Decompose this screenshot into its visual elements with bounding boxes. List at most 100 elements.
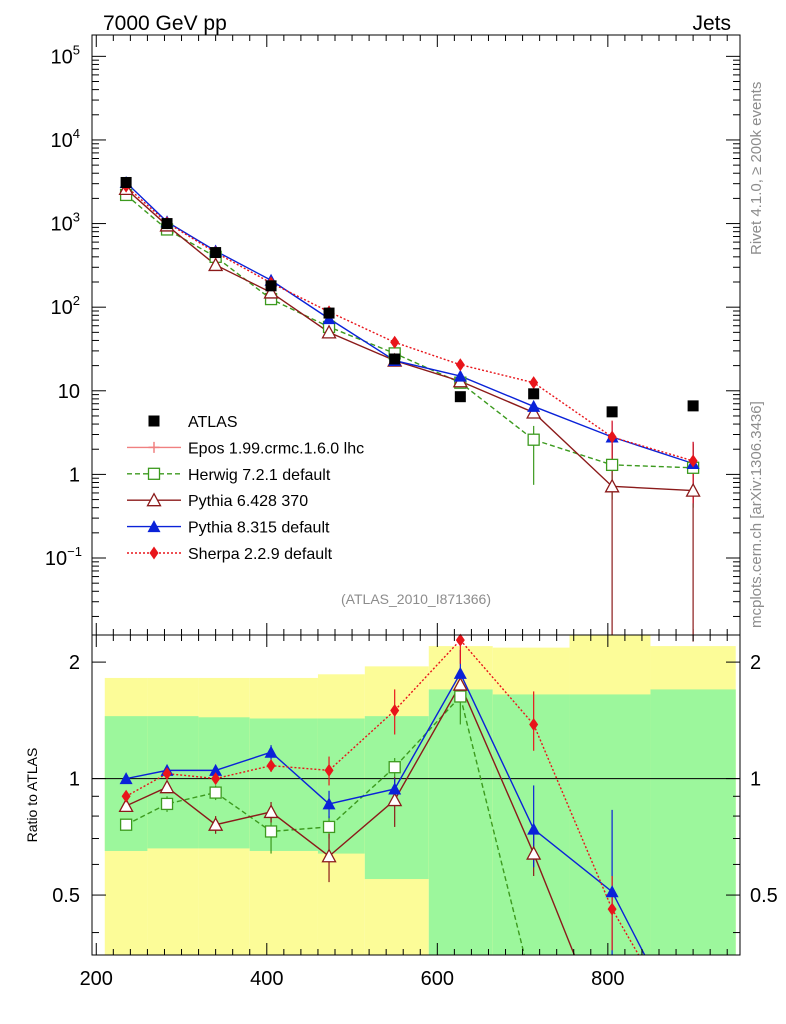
point-atlas-data: [210, 247, 222, 259]
ratio-series-markers: [118, 633, 619, 916]
band-inner: [650, 689, 736, 955]
ratio-point-pythia-8-315-default: [264, 745, 278, 758]
ratio-point-pythia-8-315-default: [527, 822, 541, 835]
legend-marker: [147, 467, 161, 480]
point-pythia-6-428-370: [604, 478, 620, 493]
analysis-id-label: (ATLAS_2010_I871366): [341, 591, 491, 607]
ratio-point-sherpa-2-2-9-default: [455, 633, 465, 647]
main-series-markers: [118, 175, 701, 497]
point-pythia-6-428-370: [321, 324, 337, 339]
legend-entry-epos-1-99-crmc-1-6-0-lhc: Epos 1.99.crmc.1.6.0 lhc: [127, 440, 364, 457]
ratio-point-sherpa-2-2-9-default: [529, 717, 539, 731]
legend-entry-sherpa-2-2-9-default: Sherpa 2.2.9 default: [127, 546, 333, 563]
legend-label: Pythia 6.428 370: [188, 493, 308, 510]
legend-label: Sherpa 2.2.9 default: [188, 546, 333, 563]
point-atlas-data: [323, 307, 335, 319]
legend: ATLAS Epos 1.99.crmc.1.6.0 lhc Herwig 7.2.…: [127, 414, 364, 563]
point-pythia-6-428-370: [208, 257, 224, 272]
ratio-y-axis-label: Ratio to ATLAS: [24, 748, 40, 843]
ratio-y-tick-label-right: 1: [750, 769, 761, 791]
ratio-point-pythia-8-315-default: [322, 797, 336, 810]
point-sherpa-2-2-9-default: [529, 376, 539, 390]
line-pythia-6-428-370: [125, 188, 694, 492]
legend-marker: [149, 546, 159, 560]
ratio-y-tick-label: 0.5: [52, 885, 80, 907]
line-sherpa-2-2-9-default: [125, 185, 694, 462]
ratio-point-herwig-7-2-1-default: [454, 690, 467, 703]
x-tick-label: 200: [80, 968, 113, 990]
ratio-point-herwig-7-2-1-default: [264, 825, 278, 838]
ratio-point-pythia-8-315-default: [605, 885, 619, 898]
point-atlas-data: [528, 388, 540, 400]
x-tick-label: 600: [421, 968, 454, 990]
ratio-y-tick-label: 1: [69, 769, 80, 791]
ratio-point-pythia-6-428-370: [263, 804, 279, 819]
point-atlas-data: [606, 406, 618, 418]
band-inner: [569, 694, 651, 955]
band-inner: [198, 717, 250, 849]
point-sherpa-2-2-9-default: [688, 454, 698, 468]
point-sherpa-2-2-9-default: [607, 430, 617, 444]
ratio-point-herwig-7-2-1-default: [160, 797, 174, 811]
ratio-point-pythia-8-315-default: [388, 782, 402, 795]
ratio-point-herwig-7-2-1-default: [119, 818, 133, 831]
ratio-axes: 2 2 1 1 0.5 0.5 200 400 600 800: [52, 635, 778, 990]
point-pythia-8-315-default: [527, 399, 541, 412]
y-tick-label: 105: [51, 42, 80, 68]
y-tick-label: 10: [58, 381, 80, 403]
point-pythia-6-428-370: [263, 284, 279, 299]
ratio-point-sherpa-2-2-9-default: [121, 789, 131, 803]
ratio-point-pythia-6-428-370: [208, 816, 224, 831]
point-atlas-data: [454, 391, 466, 403]
ratio-point-herwig-7-2-1-default: [322, 820, 336, 834]
point-atlas-data: [161, 218, 173, 230]
ratio-point-sherpa-2-2-9-default: [211, 772, 221, 786]
band-inner: [317, 718, 365, 854]
point-herwig-7-2-1-default: [527, 433, 540, 446]
y-tick-label: 104: [51, 126, 80, 152]
legend-label: Epos 1.99.crmc.1.6.0 lhc: [188, 440, 364, 457]
ratio-point-pythia-6-428-370: [159, 779, 175, 794]
ratio-y-tick-label-right: 2: [750, 652, 761, 674]
ratio-point-pythia-6-428-370: [526, 845, 542, 860]
point-atlas-data: [120, 176, 132, 188]
ratio-line-pythia-8-315-default: [125, 671, 646, 955]
legend-label: Herwig 7.2.1 default: [188, 467, 331, 484]
point-sherpa-2-2-9-default: [390, 335, 400, 349]
y-tick-label: 1: [69, 464, 80, 486]
band-inner: [147, 716, 199, 849]
ratio-point-pythia-8-315-default: [209, 763, 223, 776]
point-pythia-6-428-370: [526, 404, 542, 419]
rivet-version-label: Rivet 4.1.0, ≥ 200k events: [748, 82, 765, 255]
point-pythia-8-315-default: [453, 369, 467, 382]
ratio-point-herwig-7-2-1-default: [209, 786, 222, 799]
y-tick-label: 10−1: [45, 544, 82, 570]
ratio-point-herwig-7-2-1-default: [388, 761, 401, 774]
header-jets-label: Jets: [692, 12, 731, 35]
legend-label: ATLAS: [188, 414, 238, 431]
header-energy-label: 7000 GeV pp: [103, 12, 227, 35]
ratio-line-herwig-7-2-1-default: [125, 695, 526, 955]
ratio-point-sherpa-2-2-9-default: [390, 703, 400, 717]
point-atlas-data: [389, 353, 401, 365]
mcplots-reference-label: mcplots.cern.ch [arXiv:1306.3436]: [748, 401, 765, 628]
legend-entry-pythia-6-428-370: Pythia 6.428 370: [127, 492, 308, 510]
y-tick-label: 103: [51, 210, 80, 236]
line-pythia-8-315-default: [125, 181, 694, 465]
ratio-point-pythia-6-428-370: [321, 848, 337, 863]
point-atlas-data: [687, 400, 699, 412]
ratio-point-pythia-6-428-370: [452, 676, 468, 691]
legend-entry-pythia-8-315-default: Pythia 8.315 default: [127, 520, 330, 537]
ratio-plot-panel: 2 2 1 1 0.5 0.5 200 400 600 800 Ratio to ATLAS: [24, 633, 778, 990]
legend-entry-atlas: ATLAS: [148, 414, 238, 431]
point-herwig-7-2-1-default: [605, 458, 619, 472]
ratio-point-sherpa-2-2-9-default: [266, 759, 276, 773]
legend-entry-herwig-7-2-1-default: Herwig 7.2.1 default: [127, 467, 331, 484]
ratio-point-pythia-8-315-default: [453, 666, 467, 679]
legend-label: Pythia 8.315 default: [188, 520, 330, 537]
x-tick-label: 400: [250, 968, 283, 990]
band-inner: [428, 689, 493, 955]
